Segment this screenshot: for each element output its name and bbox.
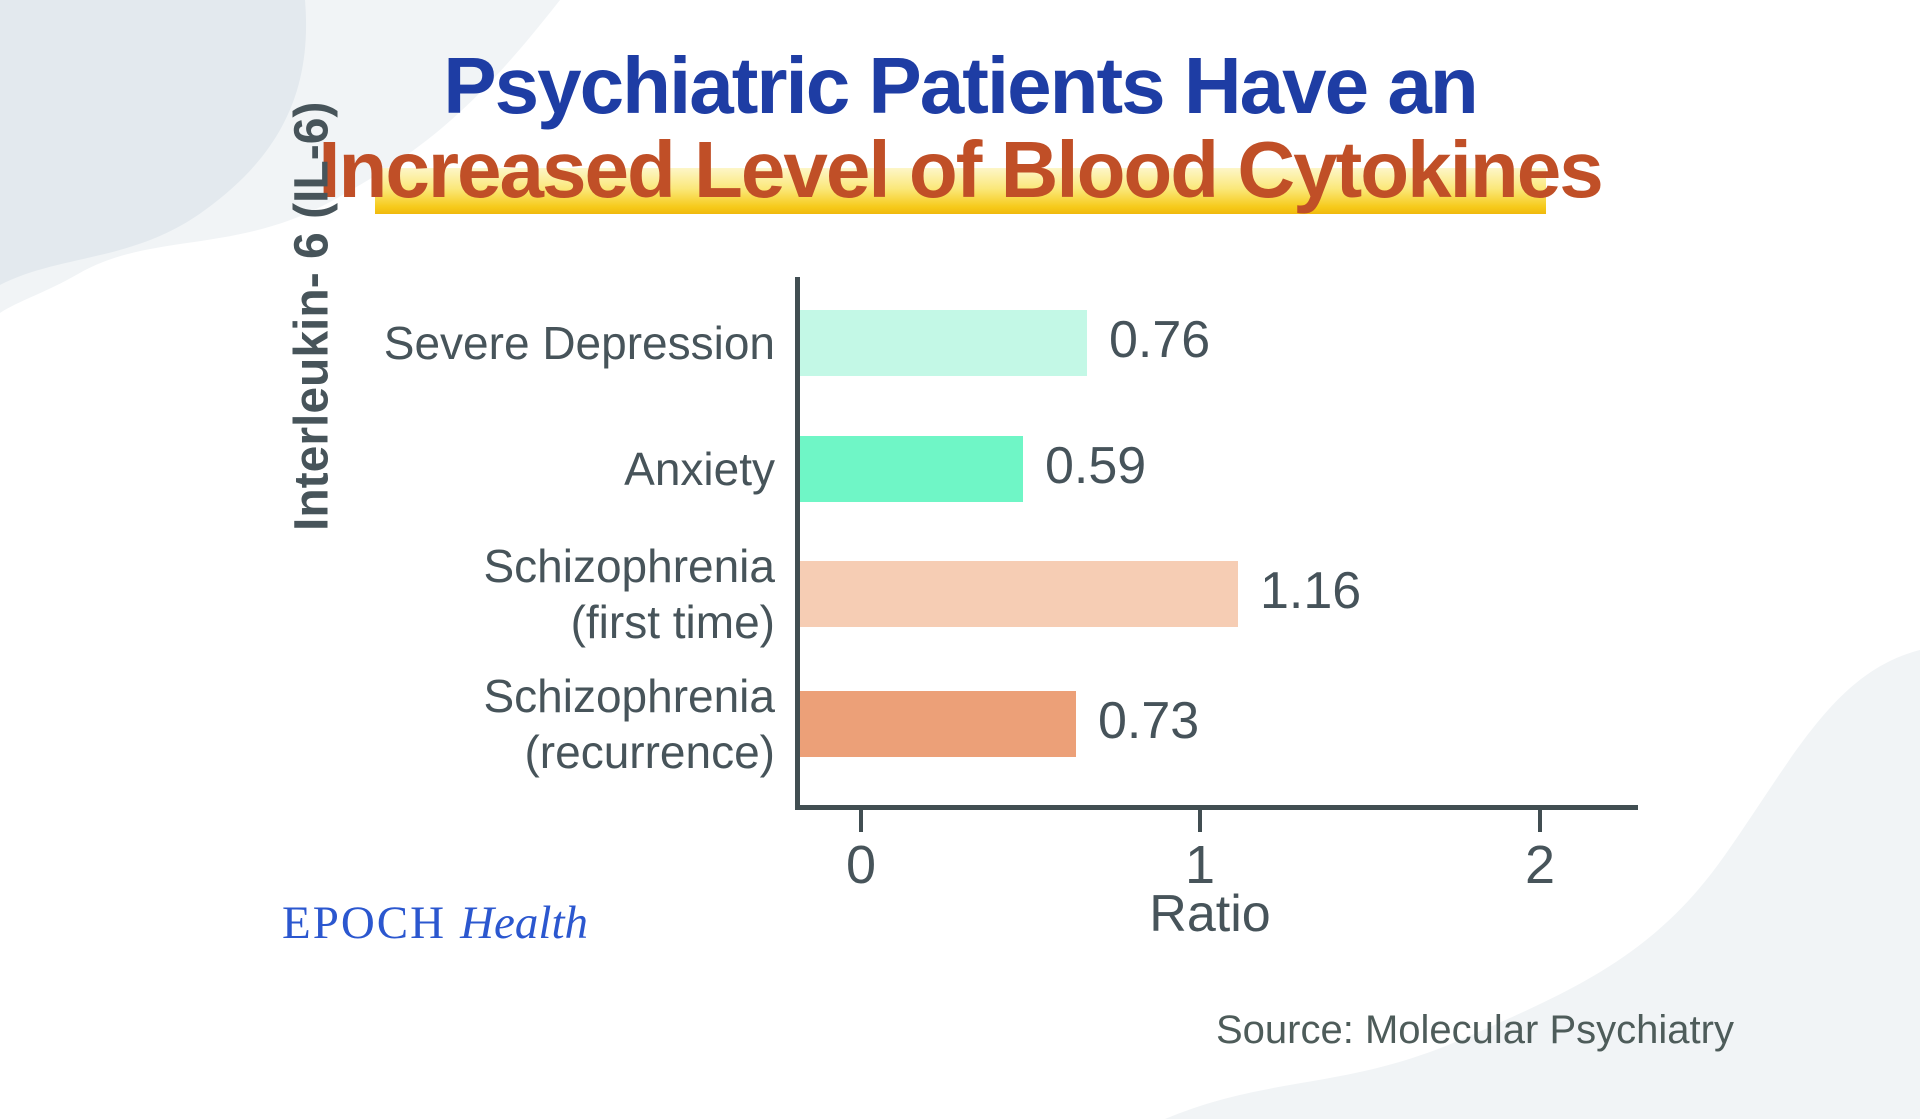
chart-title: Psychiatric Patients Have an Increased L…: [0, 44, 1920, 212]
title-line-1: Psychiatric Patients Have an: [443, 41, 1478, 130]
x-tick-2: [1538, 810, 1542, 832]
x-tick-1: [1198, 810, 1202, 832]
category-label-3: Schizophrenia (recurrence): [483, 670, 775, 778]
value-label-3: 0.73: [1098, 692, 1200, 750]
source-attribution: Source: Molecular Psychiatry: [1216, 1008, 1734, 1052]
logo-epoch-text: EPOCH: [282, 897, 447, 949]
wave-top-left-dark: [0, 0, 307, 285]
title-line-2: Increased Level of Blood Cytokines: [318, 125, 1603, 214]
bar-0: [800, 310, 1087, 376]
x-tick-label-1: 1: [1184, 835, 1216, 895]
value-label-1: 0.59: [1045, 437, 1147, 495]
category-label-0: Severe Depression: [383, 317, 775, 369]
category-label-1: Anxiety: [624, 443, 775, 495]
value-label-0: 0.76: [1109, 311, 1211, 369]
title-highlight-band: [375, 168, 1546, 214]
category-label-2: Schizophrenia (first time): [483, 540, 775, 648]
x-tick-0: [859, 810, 863, 832]
bar-3: [800, 691, 1076, 757]
x-axis-line: [795, 805, 1638, 810]
value-label-2: 1.16: [1260, 562, 1362, 620]
x-axis-label: Ratio: [1149, 885, 1271, 943]
bar-2: [800, 561, 1238, 627]
epoch-health-logo: EPOCH Health: [282, 896, 588, 950]
x-tick-label-0: 0: [845, 835, 877, 895]
y-axis-spine: [795, 277, 800, 810]
logo-health-text: Health: [460, 897, 589, 949]
x-tick-label-2: 2: [1524, 835, 1556, 895]
bar-1: [800, 436, 1023, 502]
wave-bottom-right: [1165, 650, 1920, 1119]
